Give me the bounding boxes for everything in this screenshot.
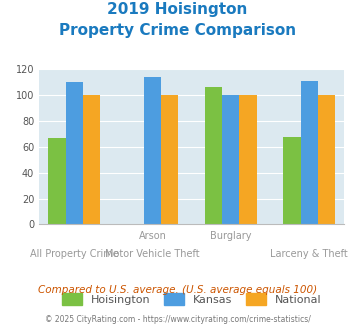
Bar [161,95,179,224]
Bar [301,81,318,224]
Text: Motor Vehicle Theft: Motor Vehicle Theft [105,249,200,259]
Bar [318,95,335,224]
Text: All Property Crime: All Property Crime [30,249,119,259]
Bar [205,87,222,224]
Bar [144,77,161,224]
Bar [83,95,100,224]
Text: 2019 Hoisington: 2019 Hoisington [107,2,248,16]
Bar [240,95,257,224]
Bar [283,137,301,224]
Text: Burglary: Burglary [210,231,252,241]
Bar [66,82,83,224]
Text: Larceny & Theft: Larceny & Theft [270,249,348,259]
Text: Arson: Arson [138,231,166,241]
Bar [222,95,240,224]
Legend: Hoisington, Kansas, National: Hoisington, Kansas, National [58,289,326,309]
Bar [48,138,66,224]
Text: © 2025 CityRating.com - https://www.cityrating.com/crime-statistics/: © 2025 CityRating.com - https://www.city… [45,315,310,324]
Text: Property Crime Comparison: Property Crime Comparison [59,23,296,38]
Text: Compared to U.S. average. (U.S. average equals 100): Compared to U.S. average. (U.S. average … [38,285,317,295]
